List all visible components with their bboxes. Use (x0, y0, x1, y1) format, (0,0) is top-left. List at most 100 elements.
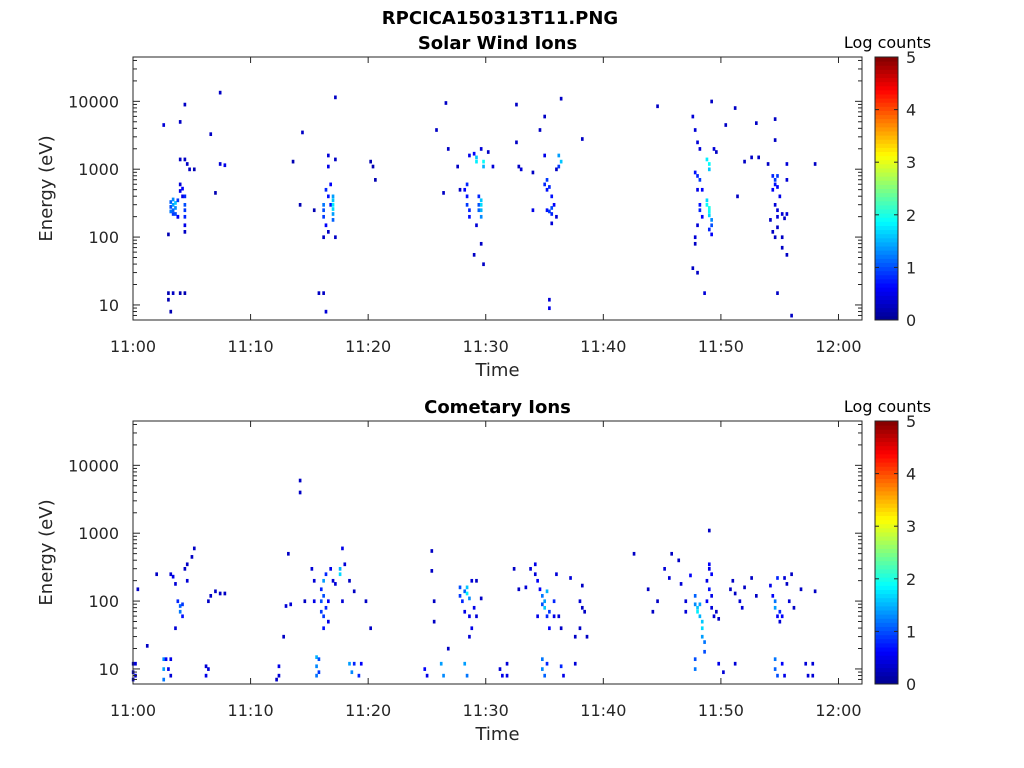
heatmap-cell (479, 147, 483, 151)
heatmap-cell (171, 202, 175, 207)
heatmap-cell (167, 667, 170, 671)
heatmap-cell (432, 599, 436, 604)
heatmap-cell (722, 670, 725, 675)
heatmap-cell (559, 664, 563, 669)
heatmap-cell (359, 661, 363, 666)
heatmap-cell (352, 589, 356, 594)
heatmap-cell (545, 178, 549, 182)
colorbar-step (875, 622, 898, 627)
colorbar-tick-label: 3 (906, 153, 916, 172)
heatmap-cell (693, 657, 697, 662)
heatmap-cell (733, 591, 737, 596)
heatmap-cell (684, 609, 688, 614)
colorbar-step (875, 519, 898, 525)
colorbar-step (875, 548, 898, 553)
heatmap-cell (329, 182, 333, 187)
colorbar-step (875, 163, 898, 169)
colorbar-step (875, 466, 898, 471)
colorbar-step (875, 482, 898, 488)
heatmap-cell (188, 167, 191, 172)
heatmap-cell (785, 212, 789, 216)
colorbar-step (875, 667, 898, 673)
colorbar-step (875, 143, 898, 148)
colorbar-step (875, 515, 898, 521)
heatmap-cell (183, 208, 187, 213)
heatmap-cell (559, 159, 563, 164)
heatmap-cell (486, 150, 490, 154)
heatmap-cell (223, 163, 227, 168)
heatmap-cell (482, 262, 485, 267)
heatmap-cell (171, 197, 175, 202)
panel-solar-wind-ions: Solar Wind Ions 11:00 11:10 11:20 11:30 11:40… (36, 33, 931, 381)
figure-title: RPCICA150313T11.PNG (382, 8, 618, 29)
heatmap-cell (439, 661, 443, 666)
heatmap-cell (550, 212, 554, 216)
heatmap-cell (543, 182, 547, 187)
heatmap-cell (364, 599, 368, 604)
heatmap-cell (319, 599, 323, 604)
heatmap-cell (183, 566, 187, 571)
colorbar-label: Log counts (844, 33, 931, 52)
heatmap-cell (773, 138, 777, 142)
heatmap-cell (693, 128, 697, 132)
heatmap-cell (207, 599, 210, 604)
y-axis-label: Energy (eV) (36, 499, 57, 605)
heatmap-cell (468, 214, 471, 219)
heatmap-cell (479, 596, 483, 601)
heatmap-cell (327, 619, 330, 624)
heatmap-cell (338, 572, 342, 577)
colorbar-step (875, 262, 898, 268)
heatmap-cell (707, 162, 711, 166)
heatmap-cell (298, 490, 302, 495)
heatmap-cell (559, 96, 563, 101)
heatmap-cell (463, 187, 467, 192)
heatmap-cell (465, 202, 469, 207)
heatmap-cell (541, 667, 544, 671)
heatmap-cell (183, 223, 187, 228)
colorbar-step (875, 593, 898, 599)
heatmap-cell (710, 99, 713, 104)
x-tick-label: 11:40 (580, 701, 626, 720)
colorbar-step (875, 61, 898, 66)
heatmap-cell (209, 132, 213, 137)
x-axis-label: Time (474, 360, 519, 381)
heatmap-cell (569, 576, 572, 580)
heatmap-cell (548, 306, 551, 311)
heatmap-cell (169, 657, 173, 662)
x-tick-label: 11:10 (228, 701, 274, 720)
heatmap-cell (214, 589, 217, 594)
heatmap-cell (178, 291, 182, 295)
colorbar-step (875, 159, 898, 165)
heatmap-cell (181, 602, 184, 607)
heatmap-cell (192, 546, 196, 551)
heatmap-cell (218, 591, 222, 596)
heatmap-cell (771, 187, 775, 192)
heatmap-cell (334, 235, 337, 240)
heatmap-cell (555, 572, 558, 577)
heatmap-cell (291, 159, 295, 164)
heatmap-cell (183, 230, 187, 234)
heatmap-cell (785, 178, 789, 182)
heatmap-cell (178, 189, 182, 193)
heatmap-cell (331, 198, 335, 203)
heatmap-cell (145, 644, 149, 648)
heatmap-cell (477, 194, 481, 199)
heatmap-cell (185, 578, 189, 583)
heatmap-cell (178, 157, 182, 162)
heatmap-cell (698, 614, 702, 619)
heatmap-cell (583, 609, 586, 614)
heatmap-cell (771, 230, 775, 234)
heatmap-cell (183, 157, 187, 162)
colorbar-step (875, 425, 898, 430)
heatmap-cell (472, 151, 476, 156)
heatmap-cell (475, 155, 478, 160)
colorbar-tick-label: 1 (906, 622, 916, 641)
heatmap-cell (475, 614, 478, 619)
heatmap-cell (482, 159, 485, 164)
heatmap-cell (334, 582, 337, 586)
heatmap-cell (174, 201, 177, 205)
colorbar-step (875, 634, 898, 640)
colorbar-step (875, 299, 898, 305)
heatmap-cell (324, 187, 328, 192)
x-tick-label: 11:00 (110, 337, 156, 356)
